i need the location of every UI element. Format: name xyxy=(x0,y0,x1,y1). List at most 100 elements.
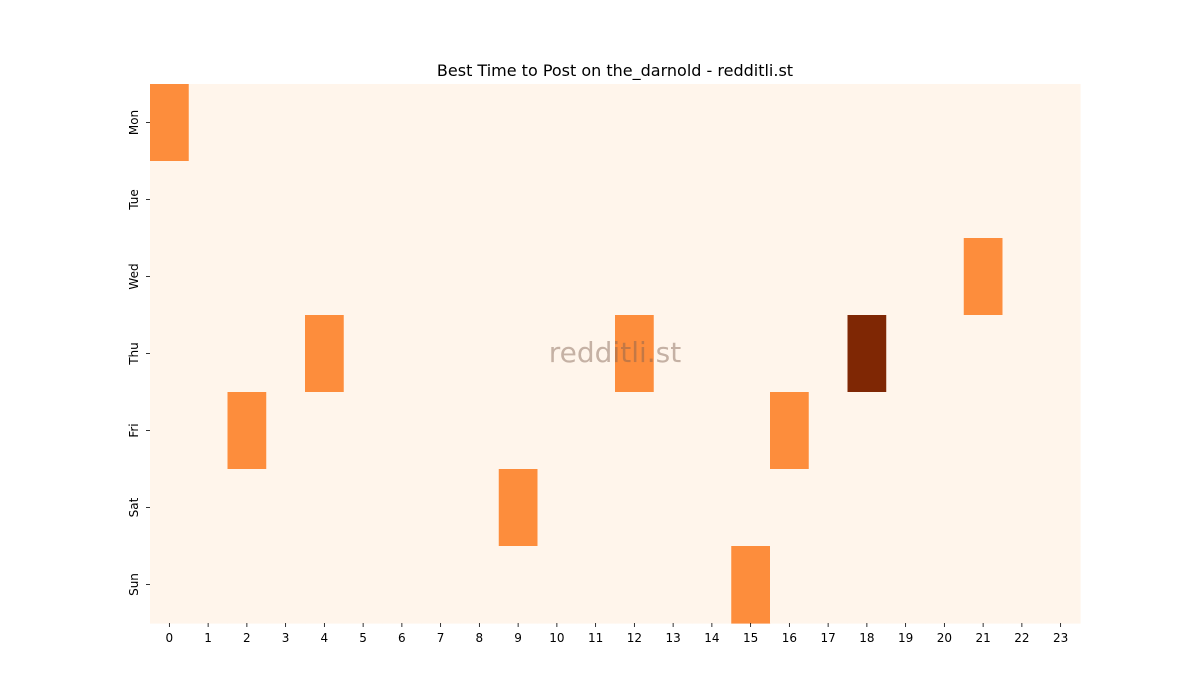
heatmap-cell-sat-15 xyxy=(731,469,771,547)
heatmap-cell-wed-14 xyxy=(692,238,732,316)
heatmap-cell-sun-0 xyxy=(150,546,190,624)
heatmap-cell-mon-17 xyxy=(808,84,849,162)
heatmap-cell-sat-18 xyxy=(847,469,887,547)
x-tick-label: 0 xyxy=(166,631,174,645)
heatmap-cell-tue-12 xyxy=(615,161,655,239)
heatmap-cell-sun-10 xyxy=(537,546,577,624)
heatmap-cell-sun-4 xyxy=(305,546,345,624)
heatmap-cell-wed-15 xyxy=(731,238,771,316)
y-tick-label: Thu xyxy=(127,342,141,366)
x-tick-label: 23 xyxy=(1053,631,1068,645)
heatmap-cell-sun-12 xyxy=(615,546,655,624)
heatmap-cell-thu-21 xyxy=(963,315,1004,393)
heatmap-cell-mon-11 xyxy=(576,84,616,162)
heatmap-cell-sat-0 xyxy=(150,469,190,547)
x-tick-label: 18 xyxy=(859,631,874,645)
x-tick-label: 22 xyxy=(1014,631,1029,645)
heatmap-cell-thu-16 xyxy=(770,315,810,393)
heatmap-cell-mon-18 xyxy=(847,84,887,162)
x-tick-label: 4 xyxy=(321,631,329,645)
x-tick-label: 3 xyxy=(282,631,290,645)
x-tick-label: 19 xyxy=(898,631,913,645)
x-tick-label: 2 xyxy=(243,631,251,645)
y-tick-label: Wed xyxy=(127,263,141,289)
heatmap-cell-fri-0 xyxy=(150,392,190,470)
heatmap-cell-mon-23 xyxy=(1041,84,1081,162)
heatmap-cell-thu-11 xyxy=(576,315,616,393)
heatmap-cell-thu-15 xyxy=(731,315,771,393)
heatmap-cell-fri-10 xyxy=(537,392,577,470)
heatmap-cell-thu-2 xyxy=(227,315,267,393)
heatmap-cell-sat-6 xyxy=(382,469,422,547)
x-tick-label: 7 xyxy=(437,631,445,645)
heatmap-cell-thu-9 xyxy=(498,315,539,393)
x-tick-label: 5 xyxy=(359,631,367,645)
heatmap-cell-sun-8 xyxy=(460,546,500,624)
heatmap-cell-sat-1 xyxy=(188,469,229,547)
y-tick-label: Sat xyxy=(127,497,141,517)
heatmap-cell-fri-22 xyxy=(1002,392,1042,470)
heatmap-cell-fri-18 xyxy=(847,392,887,470)
chart-title: Best Time to Post on the_darnold - reddi… xyxy=(437,61,793,81)
heatmap-cell-sun-16 xyxy=(770,546,810,624)
heatmap-cell-sun-11 xyxy=(576,546,616,624)
heatmap-cell-mon-5 xyxy=(343,84,384,162)
heatmap-cell-sun-21 xyxy=(963,546,1004,624)
heatmap-cell-mon-1 xyxy=(188,84,229,162)
heatmap-cell-tue-0 xyxy=(150,161,190,239)
heatmap-cell-fri-15 xyxy=(731,392,771,470)
x-tick-label: 8 xyxy=(476,631,484,645)
heatmap-cell-fri-16 xyxy=(770,392,810,470)
heatmap-cell-sat-4 xyxy=(305,469,345,547)
heatmap-cell-fri-3 xyxy=(266,392,306,470)
heatmap-cell-wed-16 xyxy=(770,238,810,316)
heatmap-cell-tue-10 xyxy=(537,161,577,239)
heatmap-cell-fri-19 xyxy=(886,392,926,470)
heatmap-cell-tue-14 xyxy=(692,161,732,239)
heatmap-cell-thu-18 xyxy=(847,315,887,393)
heatmap-cell-wed-9 xyxy=(498,238,539,316)
heatmap-cell-mon-7 xyxy=(421,84,461,162)
heatmap-cell-thu-1 xyxy=(188,315,229,393)
heatmap-cell-thu-14 xyxy=(692,315,732,393)
heatmap-cell-thu-10 xyxy=(537,315,577,393)
heatmap-cell-wed-6 xyxy=(382,238,422,316)
heatmap-cell-fri-9 xyxy=(498,392,539,470)
heatmap-cell-tue-2 xyxy=(227,161,267,239)
heatmap-cell-sat-19 xyxy=(886,469,926,547)
heatmap-cell-mon-22 xyxy=(1002,84,1042,162)
heatmap-cell-mon-2 xyxy=(227,84,267,162)
y-tick-label: Sun xyxy=(127,573,141,596)
heatmap-cell-wed-4 xyxy=(305,238,345,316)
heatmap-cell-mon-13 xyxy=(653,84,694,162)
heatmap-cell-tue-13 xyxy=(653,161,694,239)
heatmap-cell-sat-11 xyxy=(576,469,616,547)
heatmap-cell-fri-14 xyxy=(692,392,732,470)
heatmap-cell-wed-22 xyxy=(1002,238,1042,316)
heatmap-cell-wed-18 xyxy=(847,238,887,316)
heatmap-cell-tue-7 xyxy=(421,161,461,239)
y-tick-label: Tue xyxy=(127,189,141,211)
heatmap-cell-tue-3 xyxy=(266,161,306,239)
heatmap-cell-sun-15 xyxy=(731,546,771,624)
heatmap-cell-sun-14 xyxy=(692,546,732,624)
heatmap-cell-tue-1 xyxy=(188,161,229,239)
x-tick-label: 12 xyxy=(627,631,642,645)
heatmap-cell-wed-12 xyxy=(615,238,655,316)
heatmap-cell-sun-9 xyxy=(498,546,539,624)
heatmap-cell-tue-9 xyxy=(498,161,539,239)
heatmap-cell-sun-22 xyxy=(1002,546,1042,624)
heatmap-cell-thu-12 xyxy=(615,315,655,393)
heatmap-cell-sat-23 xyxy=(1041,469,1081,547)
x-tick-label: 15 xyxy=(743,631,758,645)
heatmap-cell-thu-17 xyxy=(808,315,849,393)
heatmap-cell-wed-7 xyxy=(421,238,461,316)
x-tick-label: 9 xyxy=(514,631,522,645)
x-tick-label: 1 xyxy=(204,631,212,645)
heatmap-cell-tue-15 xyxy=(731,161,771,239)
heatmap-cell-sun-17 xyxy=(808,546,849,624)
heatmap-cell-tue-19 xyxy=(886,161,926,239)
heatmap-cell-sun-5 xyxy=(343,546,384,624)
heatmap-cell-thu-5 xyxy=(343,315,384,393)
x-tick-label: 11 xyxy=(588,631,603,645)
